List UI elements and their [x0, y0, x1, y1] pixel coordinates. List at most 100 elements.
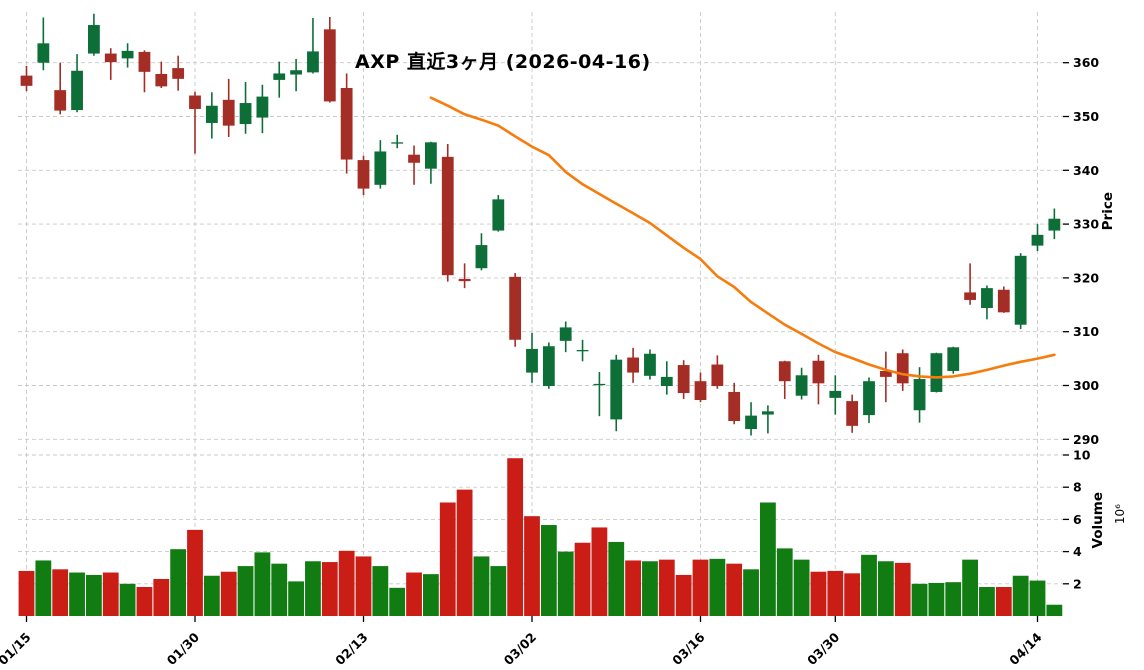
volume-bar	[692, 559, 709, 616]
candle-body	[1014, 255, 1027, 325]
date-tick-label: 01/15	[0, 630, 34, 668]
candle-body	[155, 73, 168, 87]
volume-bar	[945, 582, 962, 616]
price-tick-label: 310	[1073, 324, 1099, 339]
volume-bar	[490, 566, 507, 616]
candle-body	[88, 25, 100, 54]
candle-body	[307, 51, 319, 73]
volume-bar	[86, 574, 102, 616]
volume-bar	[524, 516, 540, 616]
volume-bar	[52, 569, 69, 616]
volume-bar	[473, 556, 490, 616]
volume-bar	[743, 569, 759, 616]
volume-bar	[625, 560, 641, 616]
date-tick-label: 01/30	[164, 629, 203, 668]
volume-bar	[540, 525, 557, 616]
volume-bar	[338, 550, 355, 616]
volume-bar	[439, 502, 456, 616]
price-tick-label: 320	[1073, 270, 1099, 285]
volume-bar	[726, 563, 743, 616]
date-tick-label: 03/30	[804, 629, 843, 668]
volume-bar	[591, 527, 608, 616]
candle-body	[37, 43, 50, 63]
volume-bar	[18, 570, 35, 616]
candle-body	[458, 278, 471, 282]
candle-body	[930, 353, 943, 392]
volume-bar	[827, 570, 844, 616]
volume-axis-label: Volume	[1090, 492, 1106, 549]
candle-body	[205, 105, 218, 123]
price-tick-label: 340	[1073, 163, 1099, 178]
date-tick-label: 02/13	[332, 630, 370, 668]
candle-body	[846, 401, 859, 426]
candle-body	[104, 53, 117, 63]
candle-body	[54, 90, 67, 111]
volume-bar	[372, 566, 389, 616]
candle-body	[1031, 234, 1044, 246]
candle-body	[627, 357, 639, 373]
price-tick-label: 300	[1073, 378, 1099, 393]
candle-body	[408, 154, 420, 163]
volume-bar	[35, 560, 52, 616]
candle-body	[357, 160, 370, 189]
volume-bar	[1012, 575, 1029, 616]
candle-body	[711, 364, 724, 387]
price-axis: 290 300 310 320 330 340 350 360	[1063, 55, 1099, 447]
volume-bar	[136, 587, 153, 616]
candle-body	[492, 199, 505, 231]
candle-body	[644, 353, 656, 376]
volume-axis: 2 4 6 8 10	[1063, 448, 1091, 591]
candle-body	[542, 346, 555, 387]
volume-bar	[911, 583, 928, 616]
volume-bar	[810, 571, 827, 616]
volume-bar	[574, 542, 591, 616]
volume-bar	[254, 552, 271, 616]
candle-body	[189, 95, 201, 109]
candles	[20, 13, 1061, 436]
candle-body	[526, 348, 538, 373]
candle-body	[778, 361, 791, 382]
candle-body	[71, 70, 83, 111]
volume-bar	[220, 571, 237, 616]
candle-body	[913, 379, 926, 411]
volume-bar	[69, 572, 85, 616]
candle-body	[694, 381, 707, 401]
volume-bar	[709, 558, 726, 616]
candle-body	[593, 383, 606, 386]
volume-tick-label: 10	[1073, 448, 1091, 463]
volume-bar	[675, 574, 692, 616]
candle-body	[1048, 218, 1061, 231]
date-tick-label: 04/14	[1006, 629, 1045, 668]
candle-body	[576, 349, 589, 352]
candle-body	[475, 245, 488, 269]
candle-body	[20, 75, 33, 86]
volume-bar	[355, 556, 372, 616]
candle-body	[239, 103, 252, 125]
volume-bar	[760, 502, 776, 616]
volume-bar	[877, 561, 894, 616]
volume-bar	[928, 582, 945, 616]
volume-bar	[1046, 604, 1063, 616]
price-tick-label: 360	[1073, 55, 1099, 70]
volume-bar	[406, 572, 422, 616]
candle-body	[964, 292, 976, 300]
volume-bar	[423, 574, 439, 616]
candle-body	[829, 390, 842, 398]
volume-bar	[456, 489, 473, 616]
gridlines	[18, 12, 1063, 616]
volume-bar	[995, 587, 1012, 616]
candle-body	[559, 327, 572, 341]
candle-body	[509, 276, 522, 340]
candle-body	[795, 375, 808, 396]
candle-body	[222, 99, 235, 126]
volume-bar	[642, 561, 658, 616]
candle-body	[121, 50, 134, 59]
volume-bar	[507, 458, 524, 616]
candle-body	[441, 156, 454, 276]
price-tick-label: 330	[1073, 217, 1099, 232]
volume-bar	[153, 578, 170, 616]
volume-bar	[119, 583, 136, 616]
candle-body	[610, 359, 623, 420]
volume-bar	[793, 559, 810, 616]
